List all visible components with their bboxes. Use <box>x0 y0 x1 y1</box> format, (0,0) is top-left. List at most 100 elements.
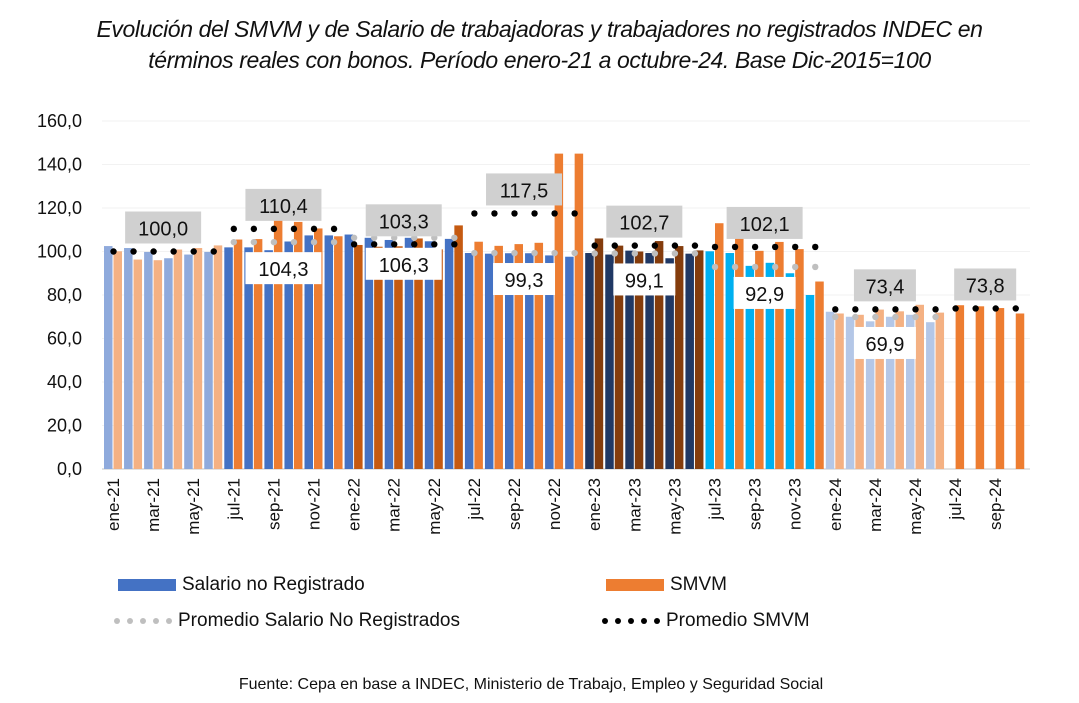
avg-smvm-label-text: 102,7 <box>619 213 669 235</box>
avg-smvm-line <box>832 306 939 313</box>
bar-smvm-sep-23 <box>755 250 764 469</box>
avg-salario-label: 99,3 <box>493 263 556 296</box>
bar-smvm-may-21 <box>193 248 203 469</box>
bar-smvm-jun-21 <box>213 245 223 469</box>
avg-smvm-line-dot <box>711 243 719 251</box>
avg-salario-line <box>832 313 939 321</box>
bar-salario-abr-24 <box>885 316 895 469</box>
avg-smvm-label-box <box>954 268 1017 301</box>
bar-smvm-ago-22 <box>494 245 503 469</box>
bar-smvm-may-24 <box>915 304 924 469</box>
avg-smvm-label-text: 103,3 <box>379 211 429 233</box>
avg-smvm-line-dot <box>150 248 157 255</box>
chart-title-line-2: términos reales con bonos. Período enero… <box>148 47 931 73</box>
avg-salario-label-text: 99,3 <box>505 270 544 292</box>
bar-salario-jun-23 <box>685 253 694 469</box>
avg-smvm-line-dot <box>631 242 638 249</box>
avg-smvm-line-dot <box>330 225 338 233</box>
avg-smvm-label-box <box>125 211 202 244</box>
bar-salario-mar-24 <box>865 321 875 469</box>
avg-salario-line-dot <box>270 238 278 246</box>
x-tick-label: jul-21 <box>224 478 243 521</box>
x-tick-label: mar-22 <box>385 478 404 532</box>
bar-smvm-nov-22 <box>554 153 564 469</box>
bar-salario-jul-23 <box>705 251 714 469</box>
avg-salario-line-dot <box>892 313 899 321</box>
avg-salario-line-dot <box>250 238 258 246</box>
avg-salario-line-dot <box>872 313 879 321</box>
bar-smvm-jul-22 <box>474 241 483 469</box>
avg-smvm-line <box>952 305 1019 312</box>
avg-salario-line-dot <box>511 249 518 257</box>
y-tick-label: 120,0 <box>37 198 82 218</box>
x-tick-label: sep-21 <box>264 478 283 530</box>
avg-salario-label-box <box>733 276 796 309</box>
avg-salario-label-box <box>613 263 676 296</box>
avg-smvm-line-dot <box>210 248 217 255</box>
bar-salario-may-21 <box>184 254 193 469</box>
avg-salario-line-dot <box>812 263 819 271</box>
bar-salario-mar-22 <box>384 239 394 469</box>
avg-smvm-line-dot <box>310 225 318 233</box>
bar-smvm-dic-23 <box>815 281 824 469</box>
avg-salario-label-box <box>493 263 556 296</box>
avg-smvm-line-dot <box>290 225 298 233</box>
bar-smvm-oct-22 <box>534 242 544 469</box>
avg-smvm-line-dot <box>992 305 999 312</box>
bar-salario-dic-22 <box>565 256 574 469</box>
bar-smvm-abr-22 <box>414 238 423 469</box>
avg-salario-label: 92,9 <box>733 276 796 309</box>
avg-salario-line-dot <box>711 263 719 271</box>
avg-salario-label: 106,3 <box>365 247 442 280</box>
avg-smvm-line-dot <box>451 241 458 248</box>
legend-item-prom-salario: Promedio Salario No Registrados <box>112 610 460 632</box>
x-axis: ene-21 mar-21 may-21 jul-21 sep-21 nov-21 ene-… <box>104 478 1005 535</box>
avg-salario-label-text: 104,3 <box>258 259 308 281</box>
avg-salario-line-dot <box>691 250 699 257</box>
x-tick-label: jul-23 <box>706 478 725 521</box>
avg-smvm-line-dot <box>872 306 879 313</box>
bar-smvm-feb-21 <box>133 259 143 469</box>
bar-smvm-oct-23 <box>775 241 784 469</box>
bar-salario-ene-23 <box>585 253 594 469</box>
bar-smvm-mar-21 <box>153 260 163 469</box>
bar-salario-jul-22 <box>464 253 474 469</box>
bar-salario-sep-22 <box>505 253 514 469</box>
bar-salario-oct-23 <box>765 262 775 469</box>
bar-salario-may-24 <box>906 314 915 469</box>
bar-smvm-ene-22 <box>354 244 363 469</box>
bar-salario-abr-22 <box>404 237 414 469</box>
y-tick-label: 140,0 <box>37 155 82 175</box>
avg-salario-line-dot <box>932 313 939 321</box>
bar-smvm-ene-21 <box>113 251 122 469</box>
legend-label-prom-smvm: Promedio SMVM <box>666 610 810 631</box>
avg-smvm-line <box>350 241 458 248</box>
avg-smvm-line-dot <box>1012 305 1019 312</box>
legend-item-salario: Salario no Registrado <box>118 574 365 596</box>
x-tick-label: may-21 <box>184 478 203 535</box>
avg-smvm-label-box <box>606 205 683 238</box>
avg-salario-label-text: 99,1 <box>625 270 664 292</box>
x-tick-label: ene-22 <box>345 478 364 531</box>
avg-smvm-line-dot <box>170 248 177 255</box>
x-tick-label: nov-21 <box>305 478 324 530</box>
bar-smvm-may-23 <box>674 246 684 469</box>
bar-salario-jun-24 <box>926 322 935 469</box>
avg-smvm-line-dot <box>671 242 679 249</box>
avg-salario-line-dot <box>832 313 839 321</box>
avg-smvm-line-dot <box>370 241 378 248</box>
avg-salario-label-box <box>245 252 322 285</box>
y-tick-label: 0,0 <box>57 459 82 479</box>
avg-smvm-line-dot <box>912 306 919 313</box>
avg-salario-line-dot <box>571 249 578 257</box>
x-tick-label: ene-23 <box>585 478 604 531</box>
avg-smvm-label-text: 73,8 <box>966 275 1005 297</box>
avg-salario-line-dot <box>852 313 859 321</box>
bar-salario-jul-21 <box>224 247 233 469</box>
x-tick-label: mar-24 <box>866 478 885 532</box>
bar-smvm-jul-23 <box>715 223 724 469</box>
bar-smvm-ago-23 <box>735 235 744 469</box>
avg-smvm-line <box>230 225 338 233</box>
legend-label-smvm: SMVM <box>670 574 727 595</box>
